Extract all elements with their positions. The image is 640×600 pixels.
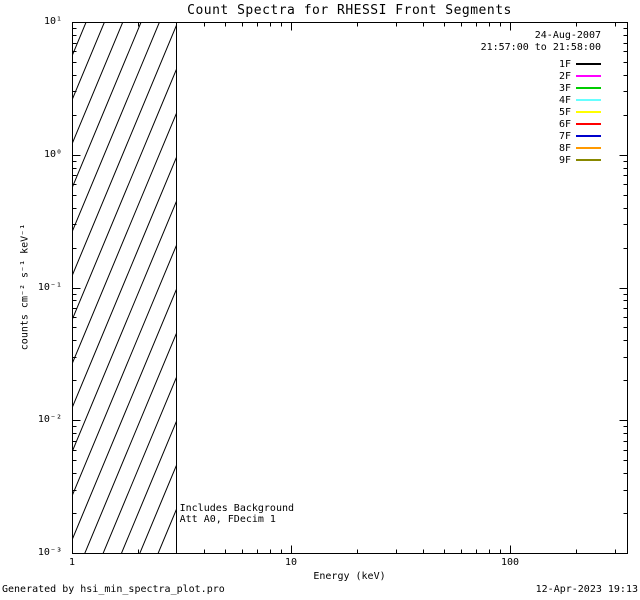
legend-entry-label: 1F xyxy=(558,58,571,70)
hatch-line xyxy=(72,22,124,145)
hatch-line xyxy=(72,245,177,497)
y-tick-label: 10⁰ xyxy=(43,148,62,160)
hatch-line xyxy=(72,157,177,409)
hatch-line xyxy=(72,69,177,321)
plot-timestamp: 12-Apr-2023 19:13 xyxy=(535,584,638,595)
hatch-line xyxy=(72,201,177,453)
annotation-includes-background: Includes Background xyxy=(179,502,294,514)
x-tick-label: 100 xyxy=(501,557,520,568)
legend-entry-label: 4F xyxy=(558,94,571,106)
legend-entry-color-line xyxy=(576,87,601,89)
x-tick-label: 10 xyxy=(284,557,298,568)
y-tick-label: 10⁻² xyxy=(37,414,62,426)
hatch-line xyxy=(72,22,142,189)
hatch-line xyxy=(121,421,177,553)
legend-entry: 9F xyxy=(481,154,601,166)
legend-entry: 8F xyxy=(481,142,601,154)
hatch-line xyxy=(72,0,176,12)
hatch-group xyxy=(72,0,177,553)
hatch-line xyxy=(72,22,106,101)
legend-time-range: 21:57:00 to 21:58:00 xyxy=(480,42,601,53)
legend-entry-label: 6F xyxy=(558,118,571,130)
hatch-line xyxy=(72,289,177,541)
hatch-line xyxy=(72,22,161,233)
y-tick-label: 10⁻¹ xyxy=(37,281,62,293)
legend-entry-label: 9F xyxy=(558,154,571,166)
hatch-line xyxy=(72,22,87,57)
legend-entry-color-line xyxy=(576,111,601,113)
y-tick-label: 10⁻³ xyxy=(37,547,62,558)
x-axis-title: Energy (keV) xyxy=(313,571,386,582)
hatch-line xyxy=(139,465,177,553)
hatch-line xyxy=(72,113,177,365)
legend-entry: 6F xyxy=(481,118,601,130)
legend-entry-label: 3F xyxy=(558,82,571,94)
legend-entry-color-line xyxy=(576,99,601,101)
hatch-line xyxy=(157,509,177,553)
generated-by-text: Generated by hsi_min_spectra_plot.pro xyxy=(2,584,225,595)
legend-entry-color-line xyxy=(576,147,601,149)
legend-entry-label: 5F xyxy=(558,106,571,118)
legend-date: 24-Aug-2007 xyxy=(534,30,601,41)
legend-entry: 7F xyxy=(481,130,601,142)
legend-entry-color-line xyxy=(576,63,601,65)
legend-entry-label: 8F xyxy=(558,142,571,154)
hatch-line xyxy=(102,377,177,553)
legend-entry-color-line xyxy=(576,75,601,77)
legend-entry: 3F xyxy=(481,82,601,94)
legend-entry: 1F xyxy=(481,58,601,70)
hatch-line xyxy=(84,333,177,553)
legend-entry-label: 7F xyxy=(558,130,571,142)
y-tick-label: 10¹ xyxy=(43,16,62,27)
legend-entry-color-line xyxy=(576,123,601,125)
legend-entry: 4F xyxy=(481,94,601,106)
legend-entry: 2F xyxy=(481,70,601,82)
legend-entry: 5F xyxy=(481,106,601,118)
legend-entry-label: 2F xyxy=(558,70,571,82)
legend: 24-Aug-2007 21:57:00 to 21:58:00 1F 2F 3F 4… xyxy=(481,30,601,166)
legend-entry-color-line xyxy=(576,159,601,161)
legend-entry-color-line xyxy=(576,135,601,137)
legend-entries: 1F 2F 3F 4F 5F 6F 7F 8F 9F xyxy=(481,58,601,166)
chart-title: Count Spectra for RHESSI Front Segments xyxy=(187,3,512,18)
hatch-line xyxy=(72,25,177,277)
annotation-attenuator-state: Att A0, FDecim 1 xyxy=(179,514,276,526)
x-tick-label: 1 xyxy=(68,557,76,568)
